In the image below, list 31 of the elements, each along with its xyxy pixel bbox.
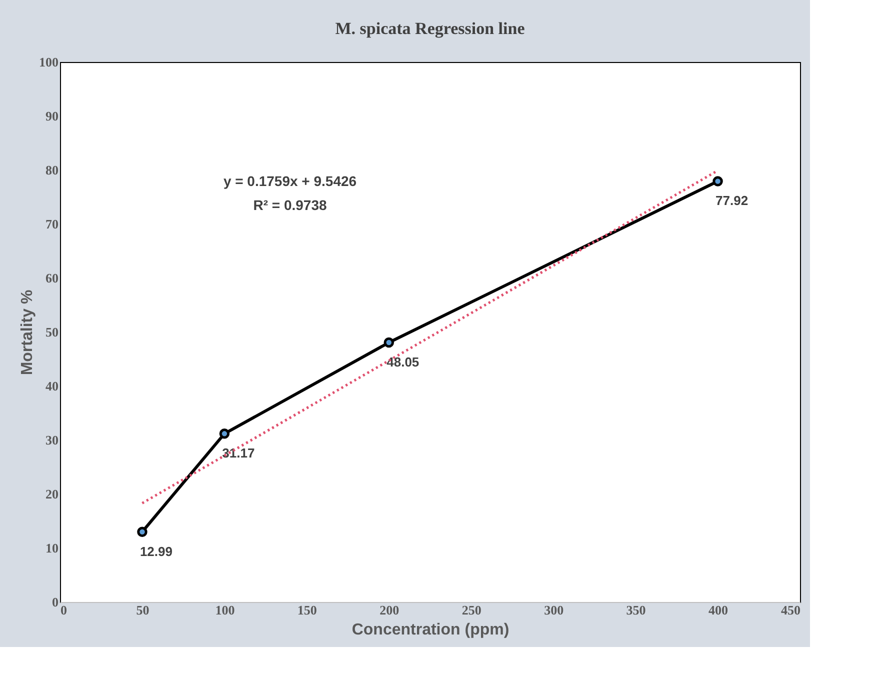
y-tick-label: 40 <box>46 378 58 394</box>
x-tick-label: 50 <box>136 602 150 618</box>
data-label: 77.92 <box>716 193 748 208</box>
annotation: R² = 0.9738 <box>253 197 327 213</box>
x-tick-label: 200 <box>380 602 400 618</box>
x-tick-label: 300 <box>544 602 564 618</box>
annotation: y = 0.1759x + 9.5426 <box>223 173 357 189</box>
point <box>384 337 394 348</box>
point <box>219 428 230 439</box>
chart-title: M. spicata Regression line <box>335 19 526 38</box>
y-tick-label: 60 <box>46 270 58 286</box>
point <box>137 526 148 537</box>
y-tick-label: 70 <box>46 216 58 232</box>
x-tick-label: 450 <box>781 602 800 618</box>
point <box>712 176 723 186</box>
y-tick-label: 30 <box>46 432 58 448</box>
y-tick-label: 100 <box>39 54 58 70</box>
y-tick-label: 80 <box>46 162 58 178</box>
x-tick-label: 350 <box>626 602 646 618</box>
data-label: 12.99 <box>140 544 172 559</box>
x-tick-label: 400 <box>708 602 728 618</box>
y-tick-label: 20 <box>46 486 58 502</box>
y-tick-label: 50 <box>46 324 58 340</box>
x-axis-title: Concentration (ppm) <box>352 622 510 638</box>
x-tick-label: 150 <box>297 602 317 618</box>
x-tick-label: 250 <box>462 602 482 618</box>
y-tick-label: 90 <box>46 108 58 124</box>
x-tick-label: 100 <box>215 602 235 618</box>
y-axis-title: Mortality % <box>19 290 36 376</box>
data-label: 48.05 <box>386 354 420 370</box>
y-tick-label: 10 <box>46 540 58 556</box>
